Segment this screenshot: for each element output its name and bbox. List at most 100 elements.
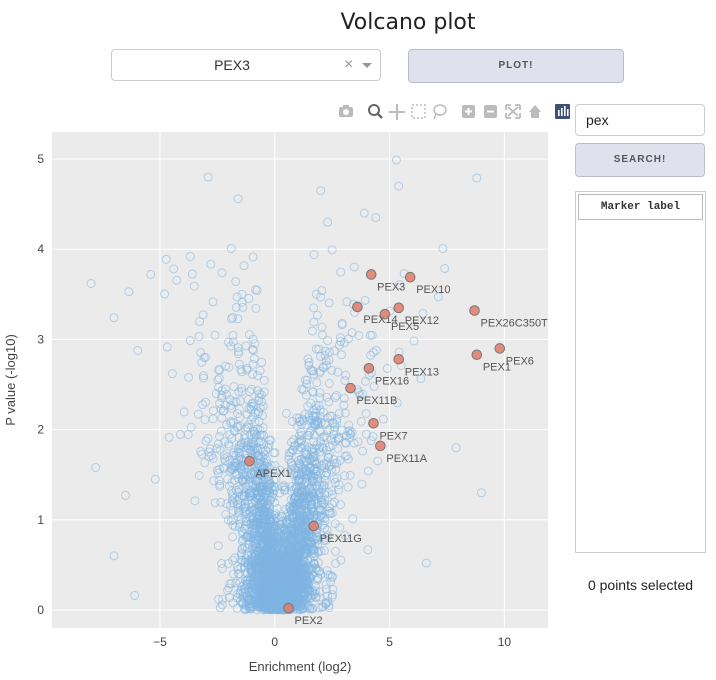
data-point[interactable] [311,417,321,427]
data-point[interactable] [366,436,376,446]
data-point[interactable] [300,585,310,595]
data-point[interactable] [356,417,366,427]
data-point[interactable] [331,390,341,400]
autoscale-icon[interactable] [505,104,521,119]
data-point[interactable] [309,303,319,313]
data-point[interactable] [336,336,346,346]
data-point[interactable] [341,370,351,380]
data-point[interactable] [322,468,332,478]
data-point[interactable] [109,313,119,323]
data-point[interactable] [333,367,343,377]
data-point[interactable] [315,566,325,576]
data-point[interactable] [300,375,310,385]
data-point[interactable] [254,518,264,528]
data-point[interactable] [329,346,339,356]
data-point[interactable] [310,487,320,497]
data-point[interactable] [476,488,486,498]
highlighted-point[interactable] [393,353,405,365]
data-point[interactable] [321,533,331,543]
data-point[interactable] [299,385,309,395]
data-point[interactable] [368,432,378,442]
data-point[interactable] [212,465,222,475]
data-point[interactable] [440,263,450,273]
data-point[interactable] [228,312,238,322]
data-point[interactable] [221,509,231,519]
data-point[interactable] [259,520,269,530]
data-point[interactable] [293,471,303,481]
data-point[interactable] [344,420,354,430]
data-point[interactable] [345,470,355,480]
data-point[interactable] [284,530,294,540]
data-point[interactable] [332,414,342,424]
data-point[interactable] [358,446,368,456]
data-point[interactable] [146,269,156,279]
data-point[interactable] [248,369,258,379]
data-point[interactable] [237,387,247,397]
data-point[interactable] [275,465,285,475]
data-point[interactable] [321,598,331,608]
data-point[interactable] [250,519,260,529]
data-point[interactable] [308,366,318,376]
data-point[interactable] [231,485,241,495]
data-point[interactable] [271,547,281,557]
data-point[interactable] [218,462,228,472]
data-point[interactable] [298,594,308,604]
data-point[interactable] [208,414,218,424]
data-point[interactable] [323,336,333,346]
data-point[interactable] [321,579,331,589]
data-point[interactable] [360,295,370,305]
plot-button[interactable]: PLOT! [408,49,624,83]
data-point[interactable] [206,259,216,269]
data-point[interactable] [213,541,223,551]
data-point[interactable] [187,269,197,279]
data-point[interactable] [314,592,324,602]
data-point[interactable] [284,454,294,464]
data-point[interactable] [295,435,305,445]
data-point[interactable] [223,559,233,569]
data-point[interactable] [433,292,443,302]
data-point[interactable] [261,530,271,540]
data-point[interactable] [302,587,312,597]
data-point[interactable] [327,245,337,255]
data-point[interactable] [109,551,119,561]
data-point[interactable] [266,563,276,573]
data-point[interactable] [228,520,238,530]
data-point[interactable] [269,448,279,458]
data-point[interactable] [203,172,213,182]
data-point[interactable] [361,429,371,439]
data-point[interactable] [237,548,247,558]
data-point[interactable] [204,452,214,462]
data-point[interactable] [293,487,303,497]
data-point[interactable] [215,603,225,613]
data-point[interactable] [214,382,224,392]
data-point[interactable] [226,578,236,588]
data-point[interactable] [179,407,189,417]
data-point[interactable] [256,599,266,609]
data-point[interactable] [162,342,172,352]
data-point[interactable] [217,390,227,400]
data-point[interactable] [280,485,290,495]
data-point[interactable] [249,588,259,598]
data-point[interactable] [226,244,236,254]
data-point[interactable] [334,340,344,350]
data-point[interactable] [223,337,233,347]
data-point[interactable] [263,535,273,545]
data-point[interactable] [337,350,347,360]
data-point[interactable] [307,563,317,573]
data-point[interactable] [267,604,277,614]
data-point[interactable] [124,287,134,297]
data-point[interactable] [247,344,257,354]
data-point[interactable] [348,514,358,524]
data-point[interactable] [242,513,252,523]
pan-icon[interactable] [389,104,405,120]
data-point[interactable] [330,422,340,432]
data-point[interactable] [251,493,261,503]
data-point[interactable] [279,481,289,491]
data-point[interactable] [259,472,269,482]
highlighted-point[interactable] [393,302,405,314]
data-point[interactable] [241,424,251,434]
gene-select-dropdown[interactable]: PEX3 × [111,49,381,81]
data-point[interactable] [271,581,281,591]
data-point[interactable] [233,409,243,419]
data-point[interactable] [264,435,274,445]
